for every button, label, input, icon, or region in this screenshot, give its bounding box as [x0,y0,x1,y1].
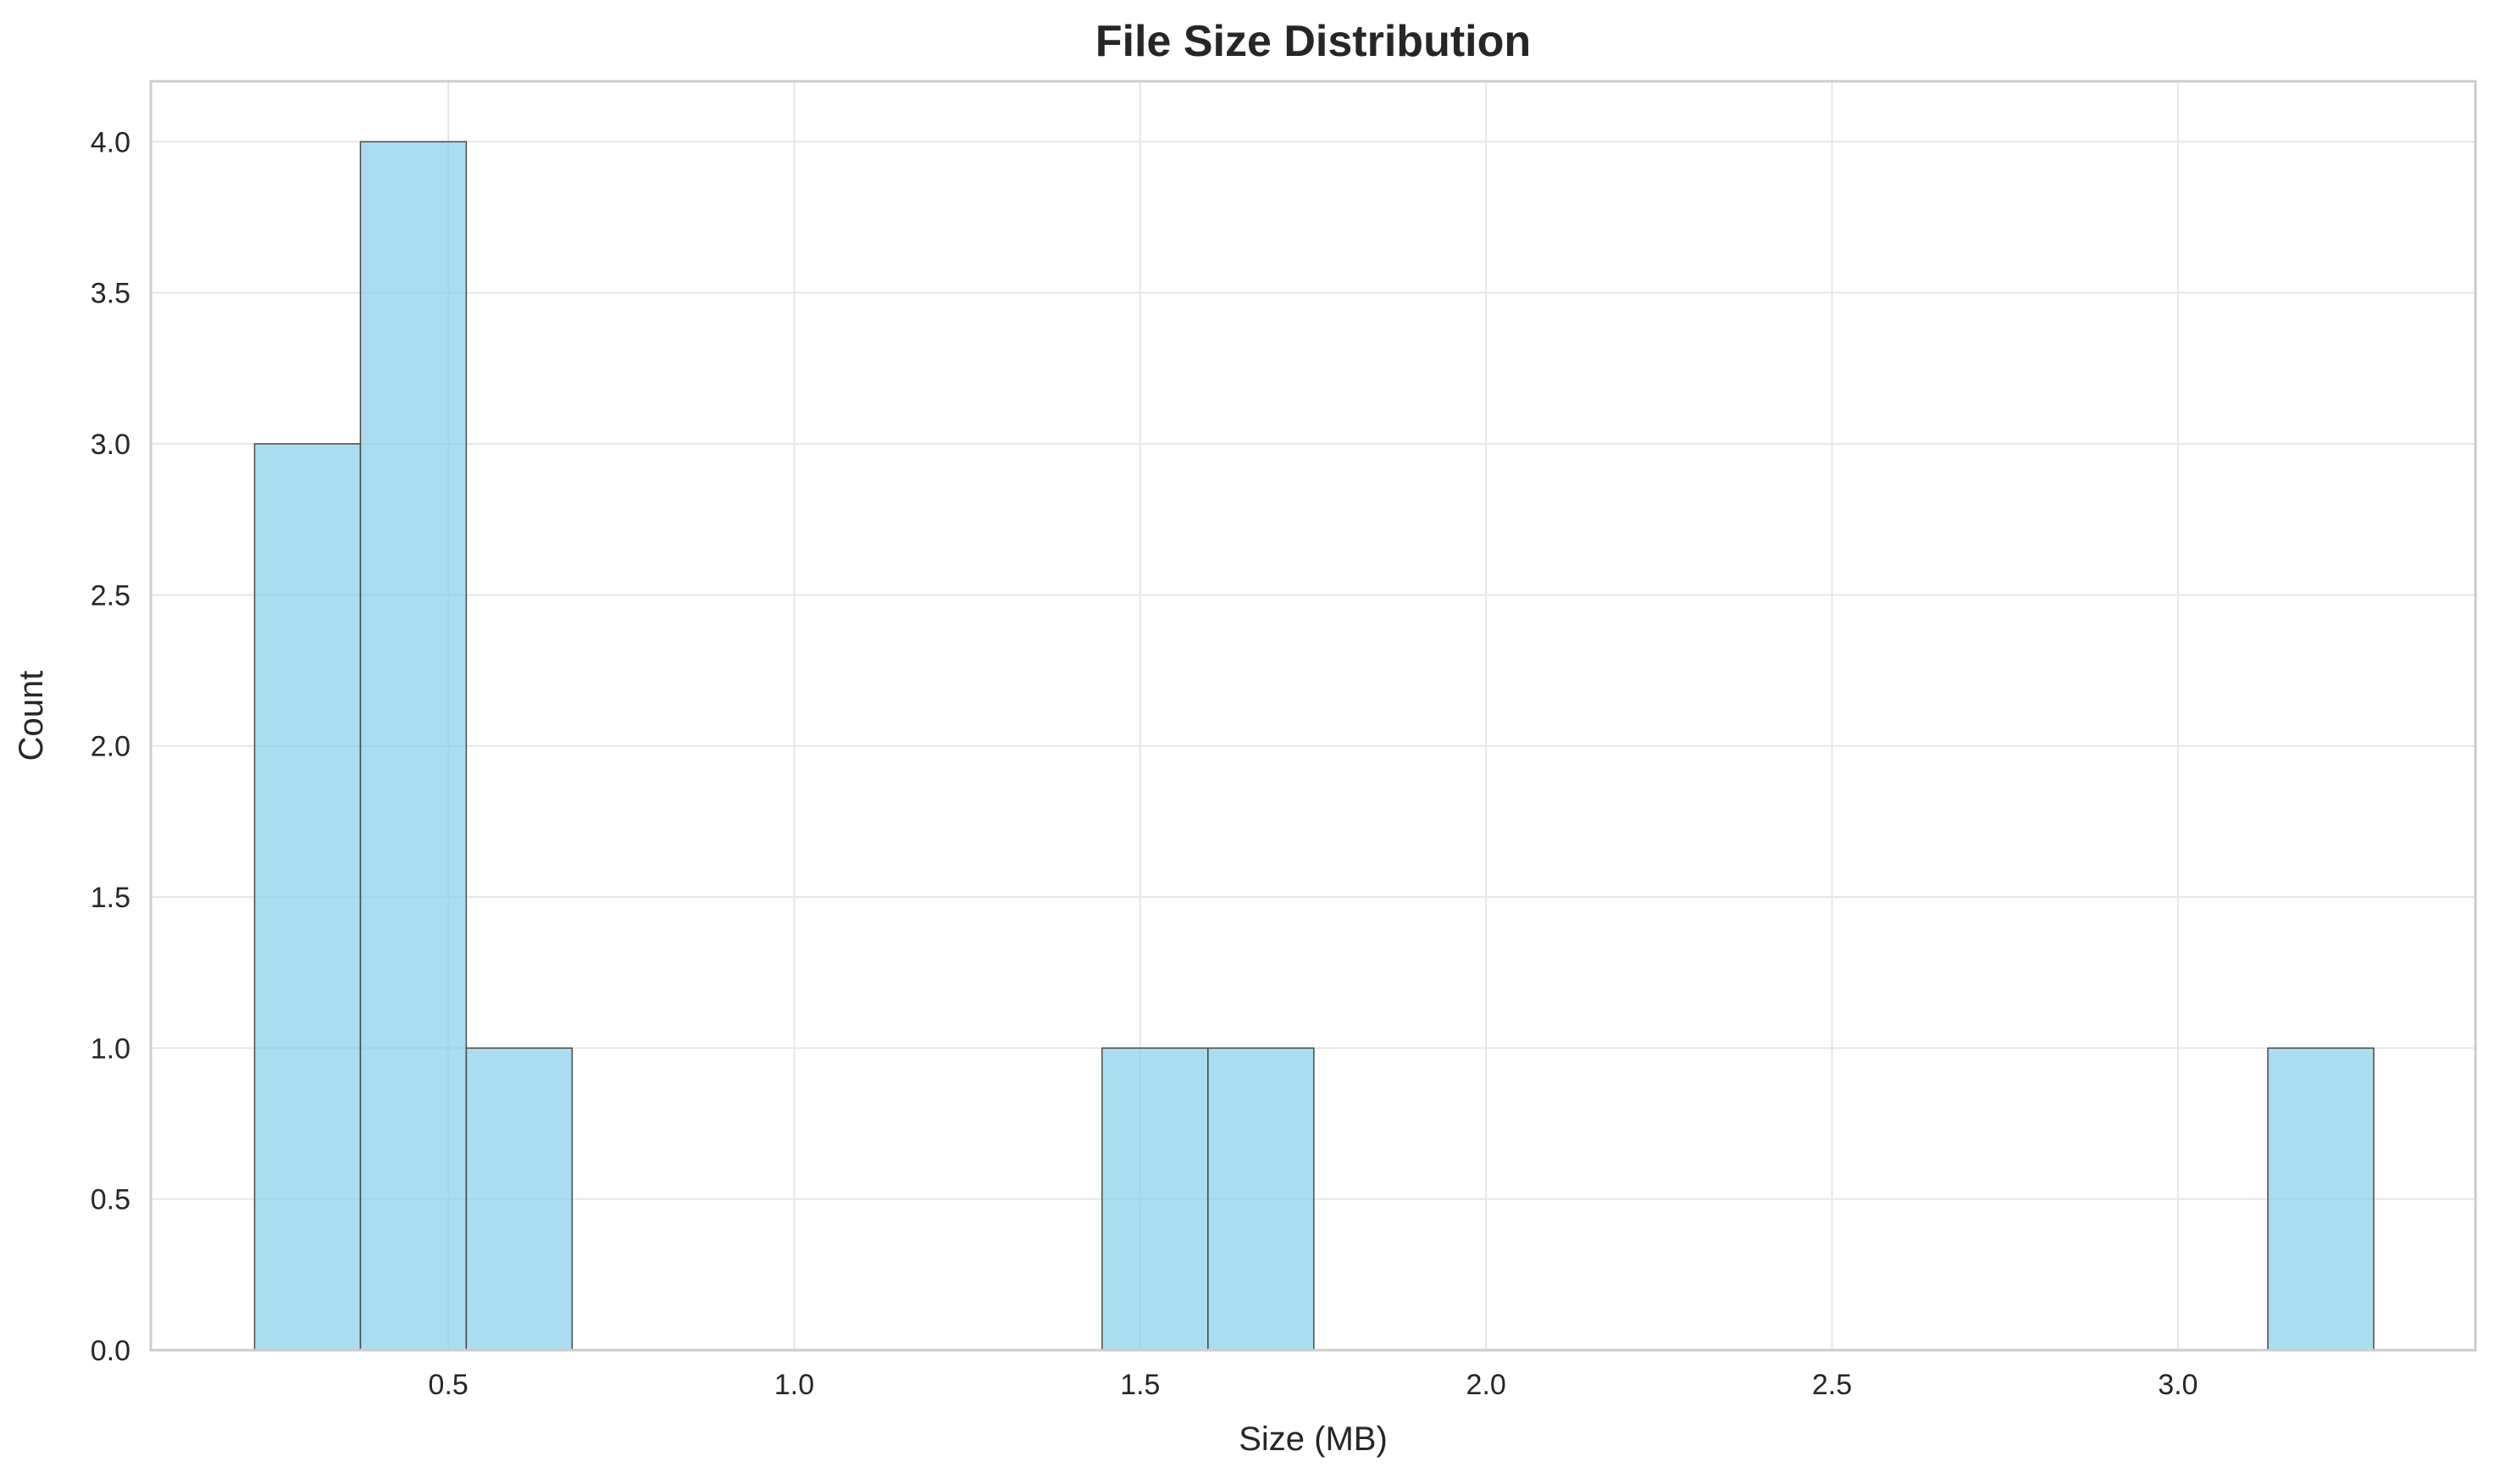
x-tick-labels: 0.5 1.0 1.5 2.0 2.5 3.0 [429,1369,2198,1401]
y-tick-label: 1.5 [91,882,130,914]
histogram-bar [359,141,468,1351]
x-tick-label: 1.0 [774,1369,814,1401]
x-tick-label: 2.5 [1812,1369,1852,1401]
chart-title: File Size Distribution [1095,17,1531,66]
x-tick-label: 1.5 [1120,1369,1160,1401]
axes-frame [149,80,2477,1352]
y-tick-label: 3.5 [91,278,130,310]
y-tick-label: 2.5 [91,579,130,612]
y-tick-label: 4.0 [91,126,130,158]
x-tick-label: 2.0 [1466,1369,1506,1401]
x-tick-label: 3.0 [2158,1369,2198,1401]
y-tick-label: 2.0 [91,731,130,763]
y-tick-labels: 0.0 0.5 1.0 1.5 2.0 2.5 3.0 3.5 4.0 [91,126,130,1367]
y-tick-label: 0.5 [91,1184,130,1216]
y-axis-label: Count [13,671,50,761]
histogram-bar [253,443,362,1351]
y-tick-label: 1.0 [91,1033,130,1065]
x-axis-label: Size (MB) [1239,1420,1388,1458]
histogram-bar [2267,1047,2375,1351]
histogram-bars [253,141,2375,1351]
histogram-bar [465,1047,574,1351]
histogram-bar [1207,1047,1315,1351]
y-tick-label: 3.0 [91,429,130,461]
histogram-bar [1101,1047,1209,1351]
y-tick-label: 0.0 [91,1335,130,1367]
x-tick-label: 0.5 [429,1369,468,1401]
